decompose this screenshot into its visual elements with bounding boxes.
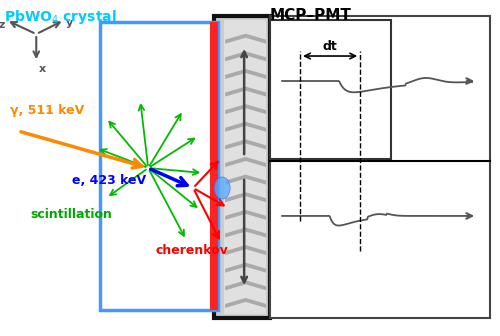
Polygon shape: [225, 157, 266, 167]
Bar: [270, 16, 490, 318]
Bar: [210, 22, 218, 310]
Text: z: z: [0, 20, 4, 30]
Bar: [100, 22, 218, 310]
Polygon shape: [225, 104, 266, 114]
Polygon shape: [225, 210, 266, 220]
Text: e, 423 keV: e, 423 keV: [72, 174, 146, 187]
Bar: [270, 20, 391, 159]
Polygon shape: [225, 34, 266, 44]
Text: x: x: [40, 64, 46, 74]
Polygon shape: [225, 139, 266, 150]
Text: y: y: [66, 18, 73, 28]
Polygon shape: [225, 298, 266, 308]
Polygon shape: [225, 263, 266, 273]
Text: dt: dt: [322, 40, 338, 53]
Bar: [214, 16, 270, 318]
Polygon shape: [225, 122, 266, 132]
Text: PbWO$_4$ crystal: PbWO$_4$ crystal: [4, 8, 117, 26]
Text: cherenkov: cherenkov: [155, 244, 228, 257]
Polygon shape: [225, 87, 266, 96]
Polygon shape: [225, 51, 266, 61]
Ellipse shape: [214, 177, 230, 199]
Polygon shape: [225, 175, 266, 184]
Polygon shape: [225, 245, 266, 255]
Text: MCP–PMT: MCP–PMT: [269, 8, 351, 23]
Polygon shape: [225, 227, 266, 238]
Polygon shape: [225, 192, 266, 202]
Polygon shape: [225, 69, 266, 79]
Polygon shape: [225, 280, 266, 290]
Text: scintillation: scintillation: [30, 208, 112, 221]
Text: γ, 511 keV: γ, 511 keV: [10, 104, 85, 117]
Bar: [224, 20, 266, 314]
